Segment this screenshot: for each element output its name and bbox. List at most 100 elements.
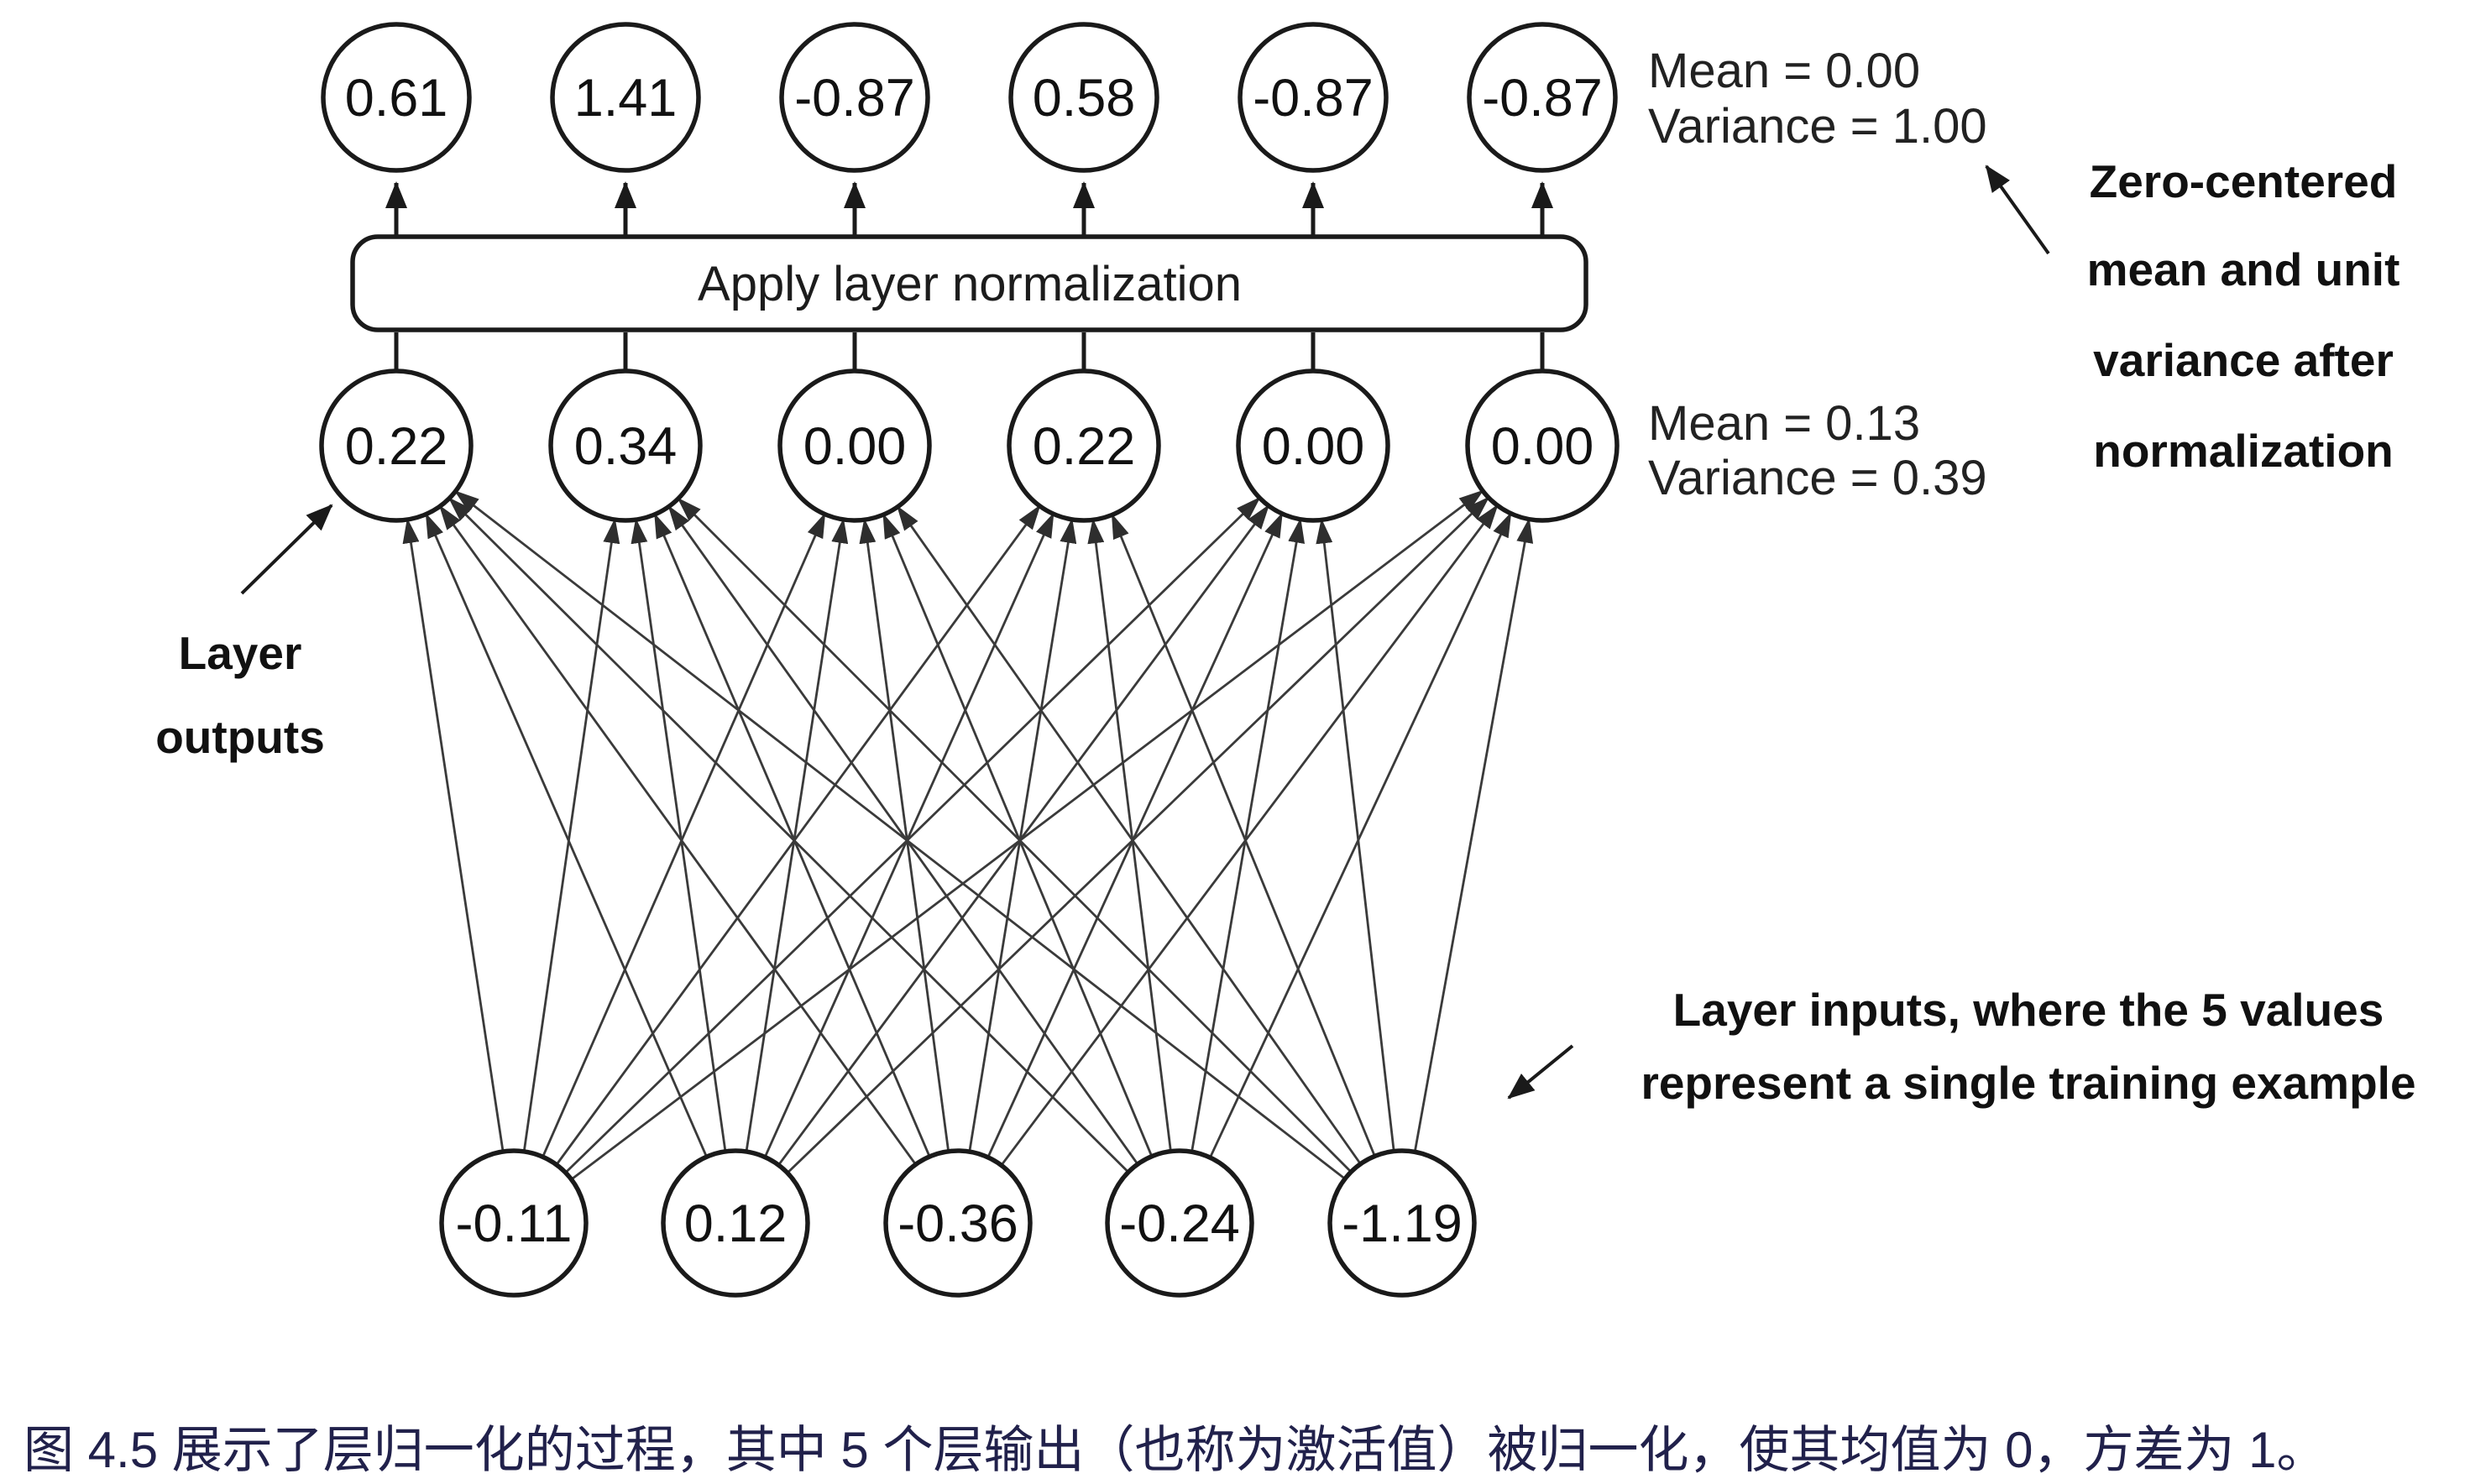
connection-edge — [764, 512, 1054, 1157]
normalized-output-node-circle — [1238, 22, 1389, 173]
layer-inputs-arrow — [1507, 1044, 1574, 1100]
connection-edge — [566, 496, 1261, 1173]
connection-edge — [968, 517, 1077, 1151]
layer-outputs-arrow — [240, 504, 333, 595]
layer-output-node: 0.34 — [548, 368, 703, 523]
normalized-output-node: 1.41 — [550, 22, 701, 173]
normalized-output-node: 0.61 — [321, 22, 472, 173]
layer-inputs-line-2: represent a single training example — [1641, 1057, 2415, 1109]
layer-input-node: -0.11 — [439, 1148, 589, 1298]
connection-edge — [556, 504, 1041, 1164]
variance-after-label: Variance = 1.00 — [1648, 99, 1987, 154]
normalized-output-node-circle — [1467, 22, 1618, 173]
connection-edge — [897, 505, 1361, 1163]
normalized-output-node: -0.87 — [779, 22, 930, 173]
normalized-output-node-value: 0.61 — [345, 69, 448, 128]
normalized-output-node: -0.87 — [1238, 22, 1389, 173]
connection-edge — [1001, 504, 1499, 1165]
connection-edge — [1414, 517, 1534, 1151]
normalized-output-node-value: 1.41 — [574, 69, 678, 128]
layer-input-node-circle — [439, 1148, 589, 1298]
stats-before-normalization: Mean = 0.13 Variance = 0.39 — [1648, 396, 1987, 505]
layer-input-node-circle — [883, 1148, 1033, 1298]
layer-output-node-circle — [1465, 368, 1620, 523]
normalization-box-label: Apply layer normalization — [698, 257, 1242, 311]
layer-outputs-annotation: Layer outputs — [155, 504, 333, 763]
connection-edge — [542, 512, 826, 1156]
layer-output-node-value: 0.00 — [1491, 417, 1594, 476]
connection-edge — [447, 497, 1128, 1172]
normalized-output-node-value: 0.58 — [1033, 69, 1136, 128]
layer-output-node-value: 0.22 — [1033, 417, 1136, 476]
layer-input-node: -0.24 — [1105, 1148, 1254, 1298]
network-nodes: 0.61 1.41 -0.87 0.58 -0.87 -0.87 0.22 0.34 0.00 0… — [319, 22, 1620, 1298]
connection-edge — [425, 512, 708, 1156]
zero-centered-line-3: variance after — [2093, 334, 2394, 386]
layer-output-node: 0.00 — [1236, 368, 1390, 523]
layer-input-node-value: -0.36 — [897, 1194, 1018, 1253]
layer-input-node-value: -0.11 — [456, 1194, 573, 1253]
zero-centered-line-4: normalization — [2093, 425, 2394, 477]
normalized-output-node-circle — [550, 22, 701, 173]
connection-edge — [1209, 511, 1512, 1157]
layer-input-node-value: 0.12 — [684, 1194, 788, 1253]
connection-edge — [631, 518, 727, 1151]
normalization-box: Apply layer normalization — [350, 234, 1588, 332]
layer-outputs-line-2: outputs — [155, 711, 325, 763]
connection-edge — [677, 497, 1351, 1172]
layer-inputs-annotation: Layer inputs, where the 5 values represe… — [1507, 984, 2416, 1109]
layer-input-node-circle — [661, 1148, 810, 1298]
layer-output-node-circle — [1236, 368, 1390, 523]
zero-centered-arrow — [1985, 165, 2050, 255]
layer-output-node-circle — [548, 368, 703, 523]
zero-centered-line-2: mean and unit — [2087, 243, 2400, 295]
layer-output-node-circle — [319, 368, 474, 523]
figure-caption: 图 4.5 展示了层归一化的过程，其中 5 个层输出（也称为激活值）被归一化，使… — [24, 1422, 2327, 1478]
normalization-box-arrows — [385, 181, 1553, 370]
layer-outputs-line-1: Layer — [179, 627, 302, 679]
layer-output-node: 0.00 — [1465, 368, 1620, 523]
connection-edge — [1316, 518, 1395, 1150]
connection-edge — [653, 512, 930, 1156]
normalized-output-node-value: -0.87 — [1253, 69, 1374, 128]
zero-centered-line-1: Zero-centered — [2090, 155, 2398, 207]
layer-inputs-line-1: Layer inputs, where the 5 values — [1673, 984, 2384, 1036]
layer-input-node-value: -0.24 — [1119, 1194, 1240, 1253]
variance-before-label: Variance = 0.39 — [1648, 451, 1987, 505]
normalized-output-node: -0.87 — [1467, 22, 1618, 173]
connection-edge — [523, 518, 620, 1151]
connection-edge — [453, 490, 1345, 1179]
layer-input-node: -1.19 — [1327, 1148, 1477, 1298]
connection-edge — [778, 504, 1270, 1165]
layer-output-node: 0.22 — [1007, 368, 1161, 523]
normalization-box-outline — [350, 234, 1588, 332]
layer-input-node: 0.12 — [661, 1148, 810, 1298]
layer-output-node-value: 0.34 — [574, 417, 678, 476]
layer-output-node-circle — [777, 368, 932, 523]
mean-before-label: Mean = 0.13 — [1648, 396, 1920, 451]
layer-input-node-value: -1.19 — [1342, 1194, 1463, 1253]
connection-edge — [987, 512, 1284, 1157]
connection-edge — [882, 513, 1153, 1156]
layer-input-node-circle — [1105, 1148, 1254, 1298]
normalized-output-node-circle — [321, 22, 472, 173]
connection-edge — [572, 489, 1484, 1180]
normalized-output-node-circle — [1008, 22, 1159, 173]
connection-edge — [859, 518, 950, 1150]
connection-edge — [1087, 518, 1172, 1150]
layer-output-node-circle — [1007, 368, 1161, 523]
layer-input-node-circle — [1327, 1148, 1477, 1298]
normalized-output-node-value: -0.87 — [1482, 69, 1603, 128]
connection-edge — [402, 518, 505, 1151]
stats-after-normalization: Mean = 0.00 Variance = 1.00 — [1648, 44, 1987, 154]
layer-output-node: 0.00 — [777, 368, 932, 523]
layer-input-node: -0.36 — [883, 1148, 1033, 1298]
connection-edge — [438, 504, 916, 1164]
connection-edge — [1111, 513, 1375, 1156]
connection-edge — [1191, 517, 1306, 1151]
normalized-output-node-value: -0.87 — [794, 69, 915, 128]
layer-output-node-value: 0.22 — [345, 417, 448, 476]
layer-output-node: 0.22 — [319, 368, 474, 523]
layer-output-node-value: 0.00 — [803, 417, 907, 476]
